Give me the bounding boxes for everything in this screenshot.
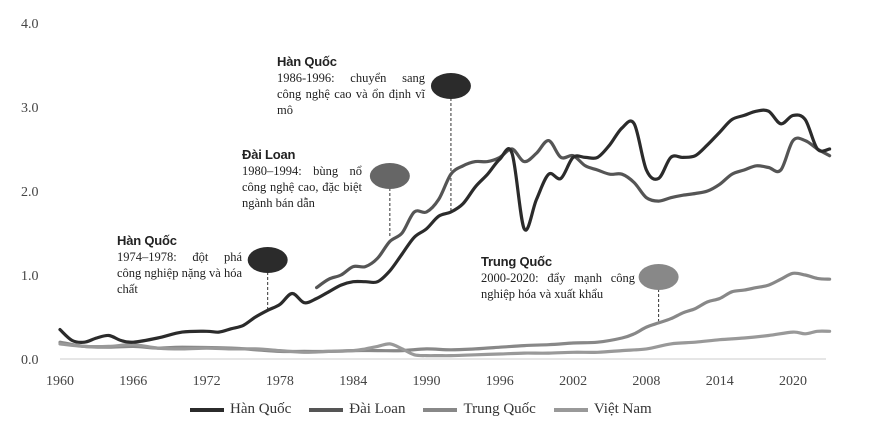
series-line	[58, 108, 832, 344]
x-tick-label: 1972	[193, 374, 221, 389]
legend-swatch	[309, 407, 344, 412]
legend-label: Đài Loan	[349, 401, 406, 417]
legend-label: Trung Quốc	[463, 401, 536, 417]
annotation-connectors	[267, 98, 660, 322]
x-tick-label: 1960	[46, 374, 74, 389]
y-tick-label: 4.0	[21, 17, 39, 32]
annotation-korea-1974: Hàn Quốc 1974–1978: đột phá công nghiệp …	[117, 233, 242, 297]
legend-swatch	[423, 407, 458, 412]
x-tick-label: 2020	[779, 374, 807, 389]
y-tick-label: 3.0	[21, 101, 39, 116]
annotation-taiwan-1980: Đài Loan 1980–1994: bùng nổ công nghệ ca…	[242, 147, 362, 211]
legend-item-taiwan: Đài Loan	[309, 401, 405, 418]
legend-swatch	[190, 407, 224, 412]
annotation-marker	[430, 73, 471, 99]
y-tick-label: 1.0	[21, 269, 39, 284]
y-tick-label: 0.0	[21, 353, 39, 368]
annotation-marker	[369, 163, 410, 189]
legend-item-korea: Hàn Quốc	[190, 401, 291, 418]
y-tick-label: 2.0	[21, 185, 39, 200]
annotation-title: Hàn Quốc	[117, 233, 177, 248]
x-tick-label: 1984	[339, 374, 367, 389]
annotation-title: Trung Quốc	[481, 254, 552, 269]
legend: Hàn Quốc Đài Loan Trung Quốc Việt Nam	[190, 401, 670, 418]
annotation-text: 2000-2020: đẩy mạnh công nghiệp hóa và x…	[481, 271, 635, 301]
x-tick-label: 1978	[266, 374, 294, 389]
annotation-marker	[638, 264, 679, 290]
legend-label: Hàn Quốc	[230, 401, 292, 417]
annotation-markers	[247, 73, 679, 290]
x-tick-label: 2002	[559, 374, 587, 389]
x-axis: 1960 1966 1972 1978 1984 1990 1996 2002 2008 2014…	[46, 374, 807, 389]
annotation-korea-1986: Hàn Quốc 1986-1996: chuyển sang công ngh…	[277, 54, 425, 118]
x-tick-label: 2008	[632, 374, 660, 389]
legend-item-vietnam: Việt Nam	[553, 401, 652, 418]
legend-label: Việt Nam	[593, 401, 652, 417]
x-tick-label: 1966	[119, 374, 147, 389]
annotation-text: 1986-1996: chuyển sang công nghệ cao và …	[277, 71, 425, 117]
x-tick-label: 2014	[706, 374, 734, 389]
y-axis: 0.0 1.0 2.0 3.0 4.0	[21, 17, 39, 368]
annotation-china-2000: Trung Quốc 2000-2020: đẩy mạnh công nghi…	[481, 254, 635, 302]
series-line	[58, 329, 832, 358]
annotation-title: Đài Loan	[242, 147, 296, 162]
legend-swatch	[553, 407, 588, 412]
x-tick-label: 1996	[486, 374, 514, 389]
x-tick-label: 1990	[413, 374, 441, 389]
annotation-text: 1980–1994: bùng nổ công nghệ cao, đặc bi…	[242, 164, 362, 210]
annotation-marker	[247, 247, 288, 273]
series-lines	[58, 108, 832, 358]
legend-item-china: Trung Quốc	[423, 401, 536, 418]
annotation-title: Hàn Quốc	[277, 54, 337, 69]
annotation-text: 1974–1978: đột phá công nghiệp nặng và h…	[117, 250, 242, 296]
